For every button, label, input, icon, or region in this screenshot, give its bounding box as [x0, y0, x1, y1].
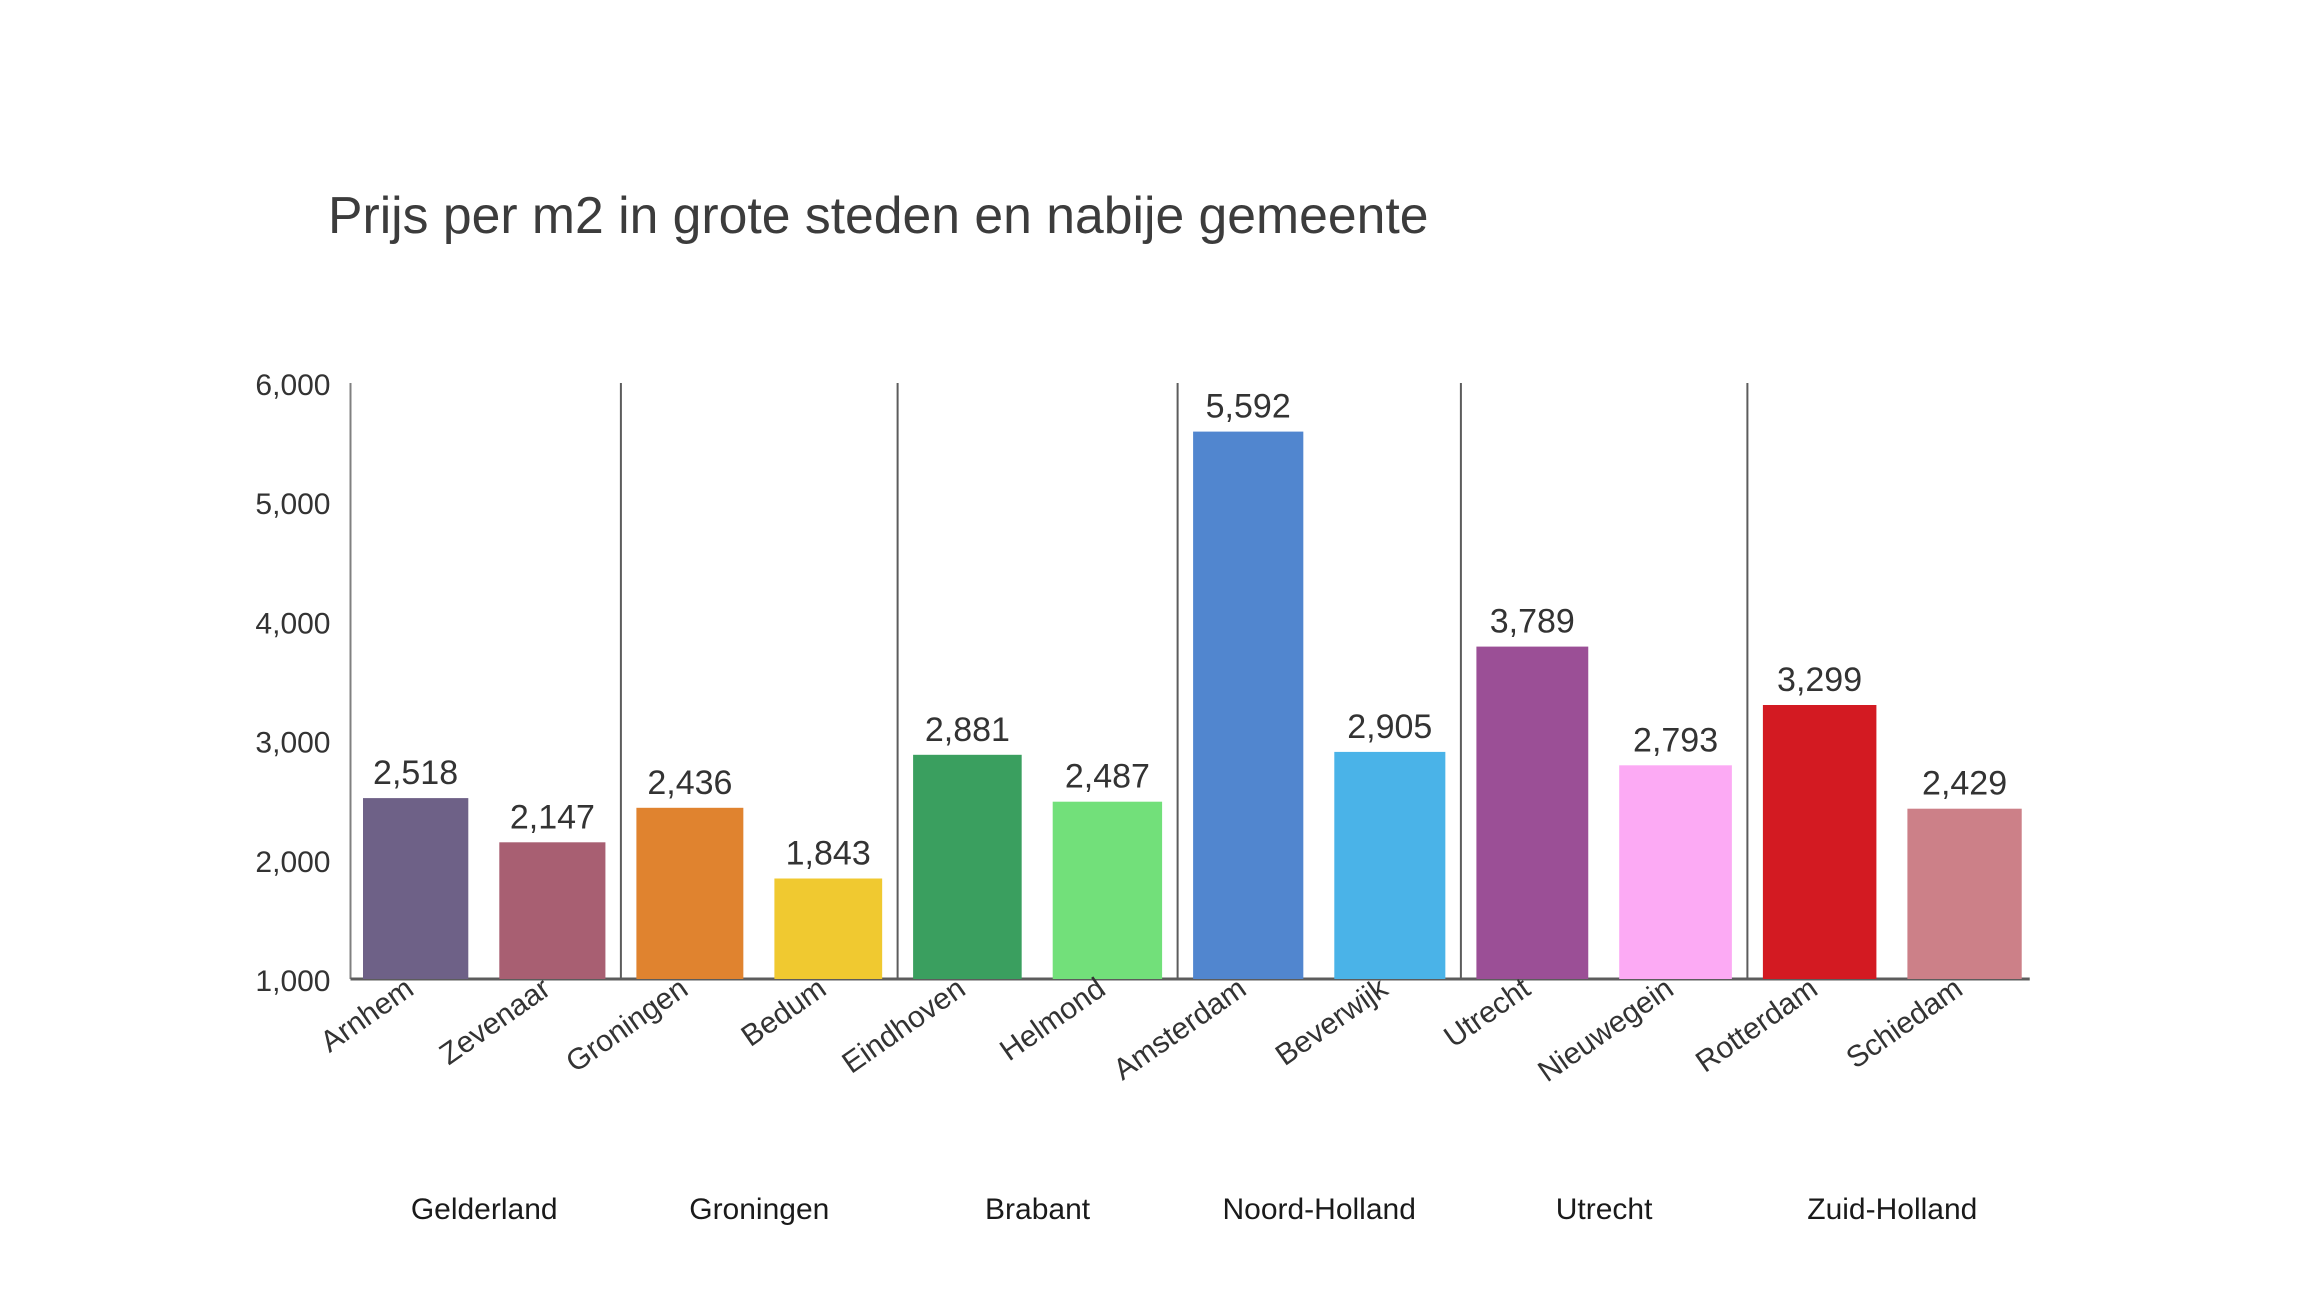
svg-text:6,000: 6,000: [255, 369, 330, 402]
svg-text:Groningen: Groningen: [689, 1193, 829, 1226]
svg-text:Noord-Holland: Noord-Holland: [1222, 1193, 1415, 1226]
svg-text:5,000: 5,000: [255, 488, 330, 521]
svg-text:2,147: 2,147: [510, 798, 595, 836]
svg-text:2,793: 2,793: [1633, 721, 1718, 759]
svg-text:3,000: 3,000: [255, 727, 330, 760]
svg-text:Brabant: Brabant: [985, 1193, 1091, 1226]
svg-text:Utrecht: Utrecht: [1556, 1193, 1653, 1226]
svg-text:2,487: 2,487: [1065, 758, 1150, 796]
svg-text:Zuid-Holland: Zuid-Holland: [1807, 1193, 1977, 1226]
svg-text:2,518: 2,518: [373, 754, 458, 792]
svg-text:2,000: 2,000: [255, 846, 330, 879]
svg-text:1,843: 1,843: [786, 835, 871, 873]
svg-text:2,429: 2,429: [1922, 765, 2007, 803]
svg-text:1,000: 1,000: [255, 965, 330, 998]
svg-text:2,881: 2,881: [925, 711, 1010, 749]
svg-text:4,000: 4,000: [255, 607, 330, 640]
svg-text:Gelderland: Gelderland: [411, 1193, 558, 1226]
svg-text:2,905: 2,905: [1347, 708, 1432, 746]
svg-text:3,789: 3,789: [1490, 603, 1575, 641]
svg-text:2,436: 2,436: [647, 764, 732, 802]
svg-text:3,299: 3,299: [1777, 661, 1862, 699]
svg-text:5,592: 5,592: [1206, 388, 1291, 426]
svg-text:Prijs per m2 in grote steden e: Prijs per m2 in grote steden en nabije g…: [328, 186, 1428, 244]
